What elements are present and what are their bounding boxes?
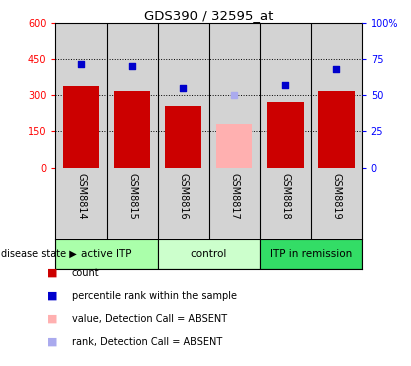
Point — [78, 61, 84, 67]
Point — [333, 66, 339, 72]
Text: GSM8815: GSM8815 — [127, 173, 137, 220]
Text: percentile rank within the sample: percentile rank within the sample — [72, 291, 237, 301]
Text: ■: ■ — [47, 268, 58, 278]
Text: count: count — [72, 268, 99, 278]
Bar — [216, 124, 252, 168]
Point — [231, 92, 238, 98]
Bar — [260, 239, 362, 269]
Point — [129, 63, 135, 69]
Text: rank, Detection Call = ABSENT: rank, Detection Call = ABSENT — [72, 337, 222, 347]
Text: GSM8818: GSM8818 — [280, 173, 290, 220]
Text: GSM8816: GSM8816 — [178, 173, 188, 220]
Bar — [267, 102, 303, 168]
Text: ■: ■ — [47, 314, 58, 324]
Text: control: control — [190, 249, 227, 259]
Text: GSM8819: GSM8819 — [331, 173, 341, 220]
Title: GDS390 / 32595_at: GDS390 / 32595_at — [144, 9, 273, 22]
Bar — [165, 106, 201, 168]
Text: ■: ■ — [47, 337, 58, 347]
Text: value, Detection Call = ABSENT: value, Detection Call = ABSENT — [72, 314, 227, 324]
Bar — [114, 90, 150, 168]
Text: ■: ■ — [47, 291, 58, 301]
Bar — [62, 86, 99, 168]
Bar — [157, 239, 260, 269]
Text: ITP in remission: ITP in remission — [270, 249, 352, 259]
Point — [180, 85, 186, 91]
Text: active ITP: active ITP — [81, 249, 132, 259]
Bar — [318, 90, 355, 168]
Text: GSM8814: GSM8814 — [76, 173, 86, 220]
Bar — [55, 239, 157, 269]
Text: GSM8817: GSM8817 — [229, 173, 239, 220]
Point — [282, 82, 289, 88]
Text: disease state ▶: disease state ▶ — [1, 249, 76, 259]
